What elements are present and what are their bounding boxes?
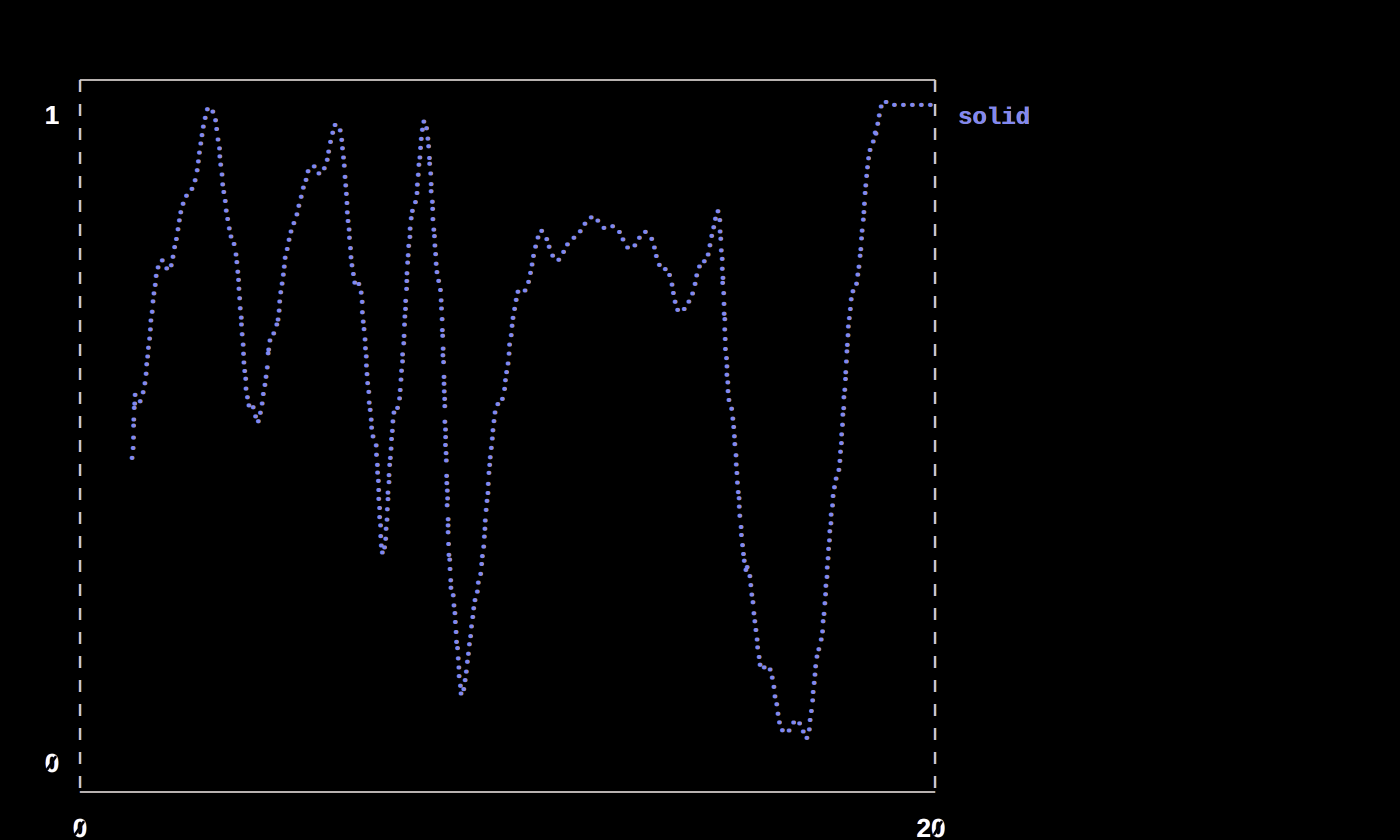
svg-text:solid: solid (958, 105, 1030, 132)
svg-text:1: 1 (45, 100, 59, 130)
svg-text:20: 20 (917, 813, 946, 840)
